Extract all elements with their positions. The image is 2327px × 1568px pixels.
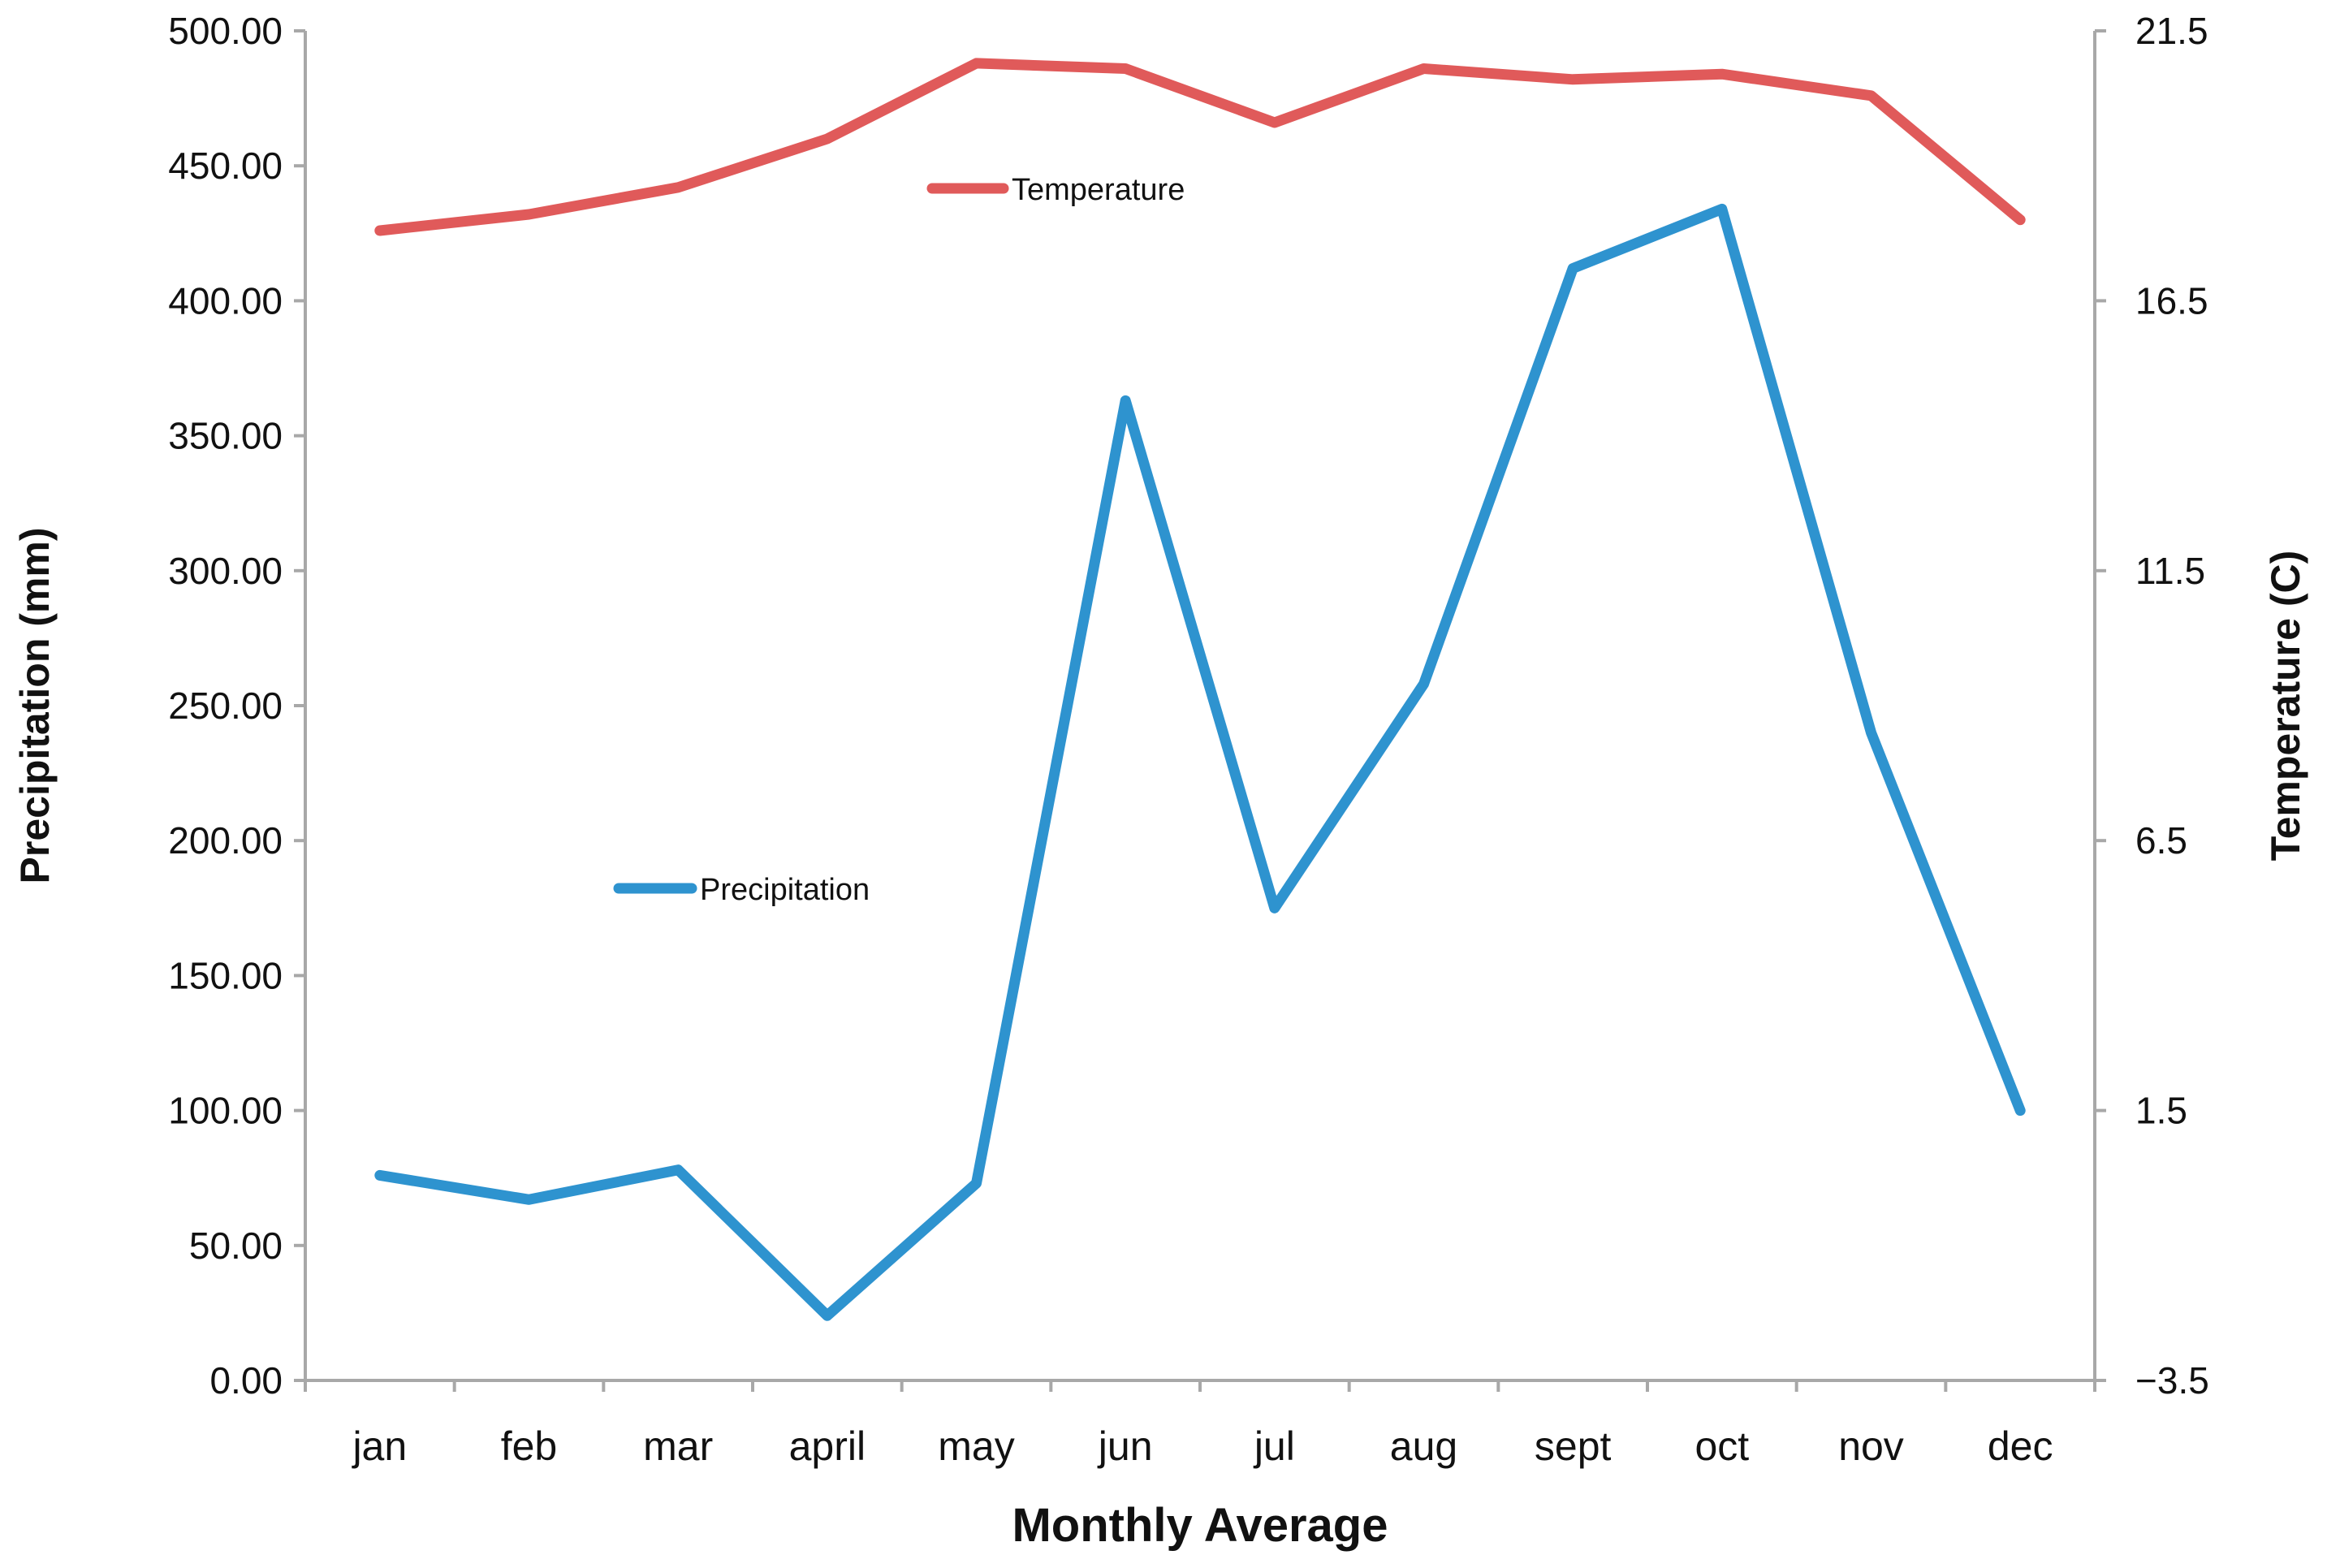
- series-line-temperature: [374, 58, 2026, 236]
- series-layer: [374, 58, 2026, 1321]
- right-tick-label: 21.5: [2135, 10, 2208, 52]
- x-tick-label: nov: [1838, 1423, 1904, 1469]
- left-axis: 0.00 50.00 100.00 150.00 200.00 250.00 300.00 3…: [168, 10, 307, 1402]
- left-tick-label: 250.00: [168, 685, 283, 727]
- left-tick-label: 300.00: [168, 550, 283, 592]
- y-axis-title-right: Temperature (C): [2263, 551, 2308, 861]
- series-line-precipitation: [374, 203, 2026, 1321]
- left-axis-ticks: 0.00 50.00 100.00 150.00 200.00 250.00 300.00 3…: [168, 10, 305, 1402]
- x-tick-label: dec: [1988, 1423, 2053, 1469]
- right-tick-label: 11.5: [2135, 550, 2205, 592]
- right-axis: −3.5 1.5 6.5 11.5 16.5 21.5: [2093, 10, 2209, 1402]
- left-tick-label: 400.00: [168, 279, 283, 322]
- x-tick-label: sept: [1535, 1423, 1612, 1469]
- legend-layer: Temperature Precipitation: [613, 173, 1185, 907]
- x-axis-ticks: jan feb mar april may jun jul aug sept oct nov dec: [304, 1380, 2096, 1469]
- x-tick-label: jul: [1253, 1423, 1295, 1469]
- left-tick-label: 450.00: [168, 145, 283, 187]
- x-tick-label: jun: [1097, 1423, 1153, 1469]
- x-tick-label: mar: [643, 1423, 713, 1469]
- legend-label-precipitation: Precipitation: [700, 873, 870, 907]
- x-tick-label: aug: [1390, 1423, 1457, 1469]
- legend-label-temperature: Temperature: [1012, 173, 1185, 207]
- right-tick-label: 1.5: [2135, 1090, 2187, 1132]
- x-tick-label: feb: [501, 1423, 558, 1469]
- left-tick-label: 50.00: [189, 1225, 283, 1267]
- left-tick-label: 100.00: [168, 1090, 283, 1132]
- x-tick-label: may: [938, 1423, 1014, 1469]
- right-tick-label: 16.5: [2135, 279, 2208, 322]
- x-axis-title: Monthly Average: [1012, 1499, 1388, 1552]
- right-axis-ticks: −3.5 1.5 6.5 11.5 16.5 21.5: [2095, 10, 2209, 1402]
- y-axis-title-left: Precipitation (mm): [12, 528, 58, 884]
- left-tick-label: 500.00: [168, 10, 283, 52]
- left-tick-label: 350.00: [168, 415, 283, 457]
- left-tick-label: 200.00: [168, 819, 283, 862]
- left-tick-label: 0.00: [209, 1359, 283, 1402]
- right-tick-label: −3.5: [2135, 1359, 2209, 1402]
- left-tick-label: 150.00: [168, 954, 283, 996]
- right-tick-label: 6.5: [2135, 819, 2187, 862]
- x-tick-label: oct: [1695, 1423, 1749, 1469]
- x-tick-label: jan: [351, 1423, 407, 1469]
- x-axis: jan feb mar april may jun jul aug sept oct nov dec: [304, 1379, 2096, 1469]
- x-tick-label: april: [789, 1423, 866, 1469]
